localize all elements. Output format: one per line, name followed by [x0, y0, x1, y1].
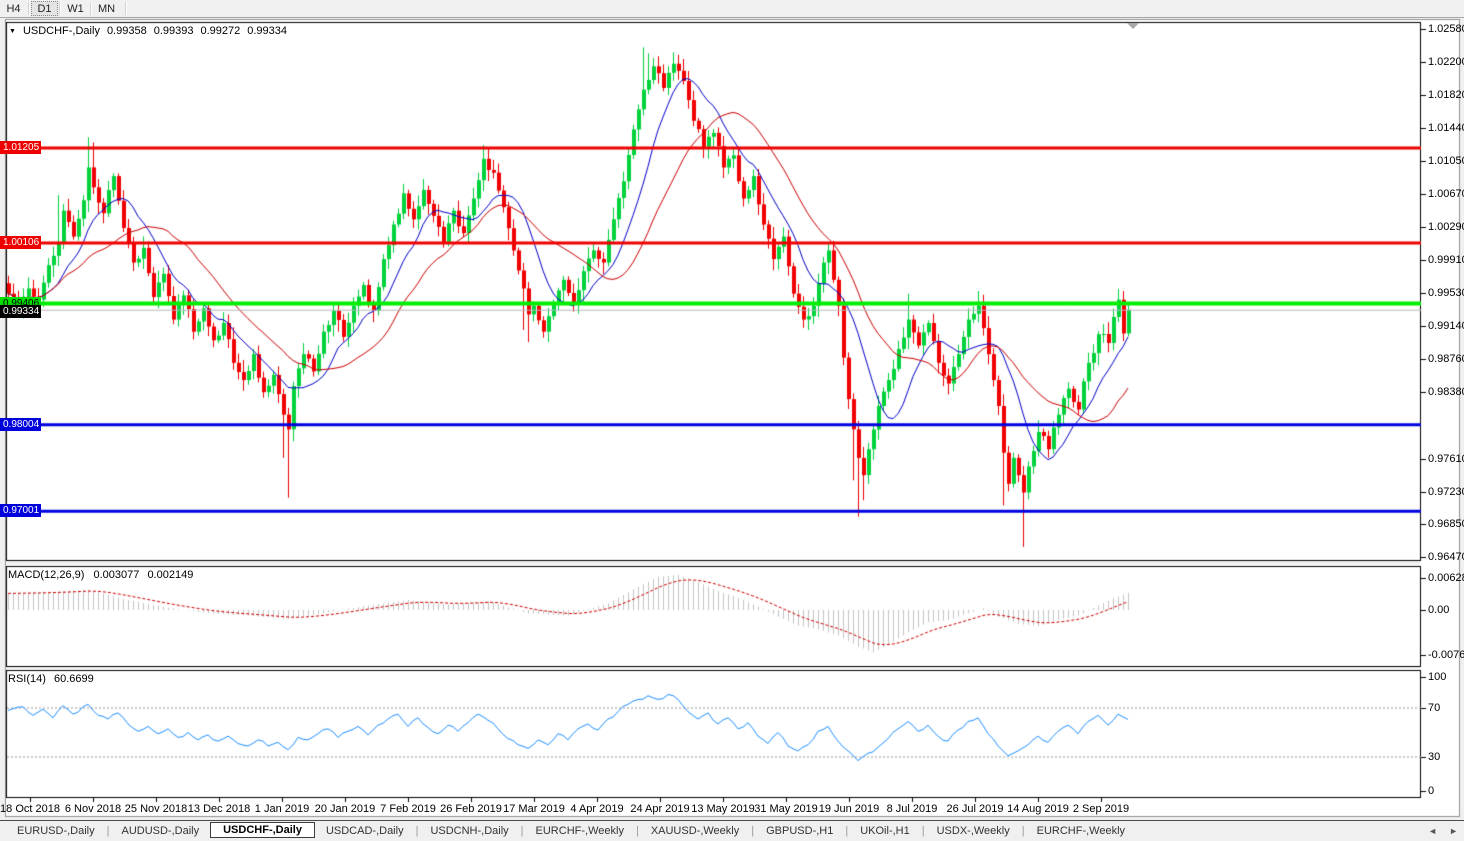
- symbol-tab-1[interactable]: AUDUSD-,Daily: [121, 825, 200, 837]
- symbol-tab-bar: EURUSD-,Daily | AUDUSD-,Daily USDCHF-,Daily…: [0, 820, 1464, 841]
- tab-separator: |: [106, 825, 110, 837]
- symbol-tab-5[interactable]: EURCHF-,Weekly: [535, 825, 624, 837]
- timeframe-button-d1[interactable]: D1: [31, 1, 58, 16]
- toolbar-separator: [90, 2, 92, 15]
- symbol-tab-3[interactable]: USDCAD-,Daily: [325, 825, 404, 837]
- price-chart-canvas[interactable]: [0, 18, 1464, 820]
- symbol-tab-2[interactable]: USDCHF-,Daily: [210, 822, 315, 838]
- tab-scroll-right-icon[interactable]: ►: [1449, 826, 1458, 836]
- tab-scroll-left-icon[interactable]: ◄: [1428, 826, 1438, 836]
- timeframe-button-mn[interactable]: MN: [97, 2, 116, 15]
- symbol-tab-9[interactable]: USDX-,Weekly: [936, 825, 1010, 837]
- tab-separator: |: [1021, 825, 1025, 837]
- symbol-tab-4[interactable]: USDCNH-,Daily: [430, 825, 509, 837]
- tab-separator: |: [751, 825, 755, 837]
- symbol-tab-6[interactable]: XAUUSD-,Weekly: [650, 825, 740, 837]
- toolbar-separator: [28, 2, 30, 15]
- timeframe-button-h4[interactable]: H4: [6, 2, 21, 15]
- tab-separator: |: [921, 825, 925, 837]
- tab-separator: |: [415, 825, 419, 837]
- tab-separator: |: [845, 825, 849, 837]
- timeframe-button-w1[interactable]: W1: [67, 2, 84, 15]
- tab-separator: |: [520, 825, 524, 837]
- tab-separator: |: [635, 825, 639, 837]
- symbol-tab-8[interactable]: UKOil-,H1: [860, 825, 910, 837]
- toolbar-separator: [59, 2, 61, 15]
- timeframe-toolbar: H4 D1 W1 MN: [0, 0, 1464, 18]
- symbol-tab-0[interactable]: EURUSD-,Daily: [17, 825, 95, 837]
- symbol-tab-7[interactable]: GBPUSD-,H1: [766, 825, 834, 837]
- toolbar-separator: [125, 2, 127, 15]
- symbol-tab-10[interactable]: EURCHF-,Weekly: [1036, 825, 1126, 837]
